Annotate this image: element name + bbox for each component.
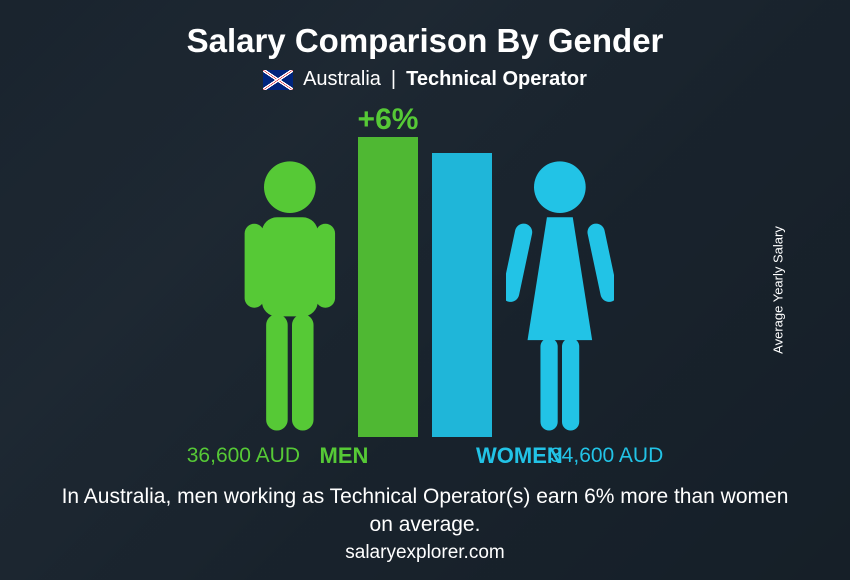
male-person-icon xyxy=(236,157,344,437)
female-salary: 34,600 AUD xyxy=(550,444,690,468)
difference-label: +6% xyxy=(358,103,419,137)
flag-icon xyxy=(263,70,293,90)
description-text: In Australia, men working as Technical O… xyxy=(55,483,795,540)
subtitle: Australia | Technical Operator xyxy=(263,68,587,91)
chart-area: +6% xyxy=(236,107,613,437)
female-label: WOMEN xyxy=(476,443,536,469)
labels-row: 36,600 AUD MEN WOMEN 34,600 AUD xyxy=(160,443,690,469)
female-person-icon xyxy=(506,157,614,437)
yaxis-label: Average Yearly Salary xyxy=(771,226,786,354)
job-title-label: Technical Operator xyxy=(406,68,587,91)
country-label: Australia xyxy=(303,68,381,91)
female-bar xyxy=(432,153,492,437)
male-label: MEN xyxy=(314,443,374,469)
male-salary: 36,600 AUD xyxy=(160,444,300,468)
male-bar: +6% xyxy=(358,137,418,437)
page-title: Salary Comparison By Gender xyxy=(187,22,664,60)
separator: | xyxy=(391,68,396,91)
source-label: salaryexplorer.com xyxy=(345,542,504,564)
